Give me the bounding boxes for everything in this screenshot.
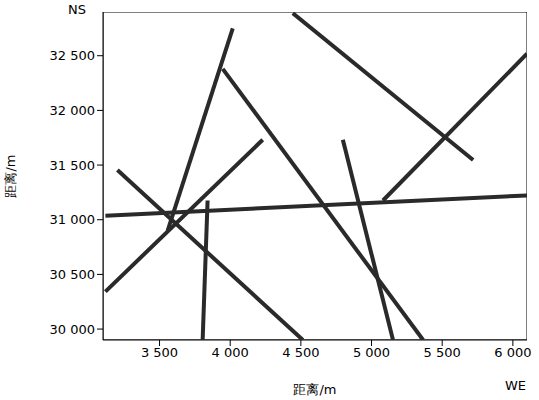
svg-text:30 000: 30 000 [50, 322, 96, 337]
svg-text:30 500: 30 500 [50, 267, 96, 282]
svg-text:5 500: 5 500 [424, 345, 461, 360]
svg-text:6 000: 6 000 [494, 345, 531, 360]
svg-text:5 000: 5 000 [353, 345, 390, 360]
svg-text:距离/m: 距离/m [293, 382, 336, 397]
svg-text:32 500: 32 500 [50, 48, 96, 63]
svg-text:4 500: 4 500 [282, 345, 319, 360]
html-text:NS: NS [68, 2, 86, 17]
svg-text:距离/m: 距离/m [3, 154, 18, 197]
svg-text:4 000: 4 000 [212, 345, 249, 360]
svg-text:31 500: 31 500 [50, 158, 96, 173]
svg-text:32 000: 32 000 [50, 103, 96, 118]
html-text:WE: WE [505, 378, 527, 393]
svg-text:3 500: 3 500 [141, 345, 178, 360]
svg-text:31 000: 31 000 [50, 212, 96, 227]
